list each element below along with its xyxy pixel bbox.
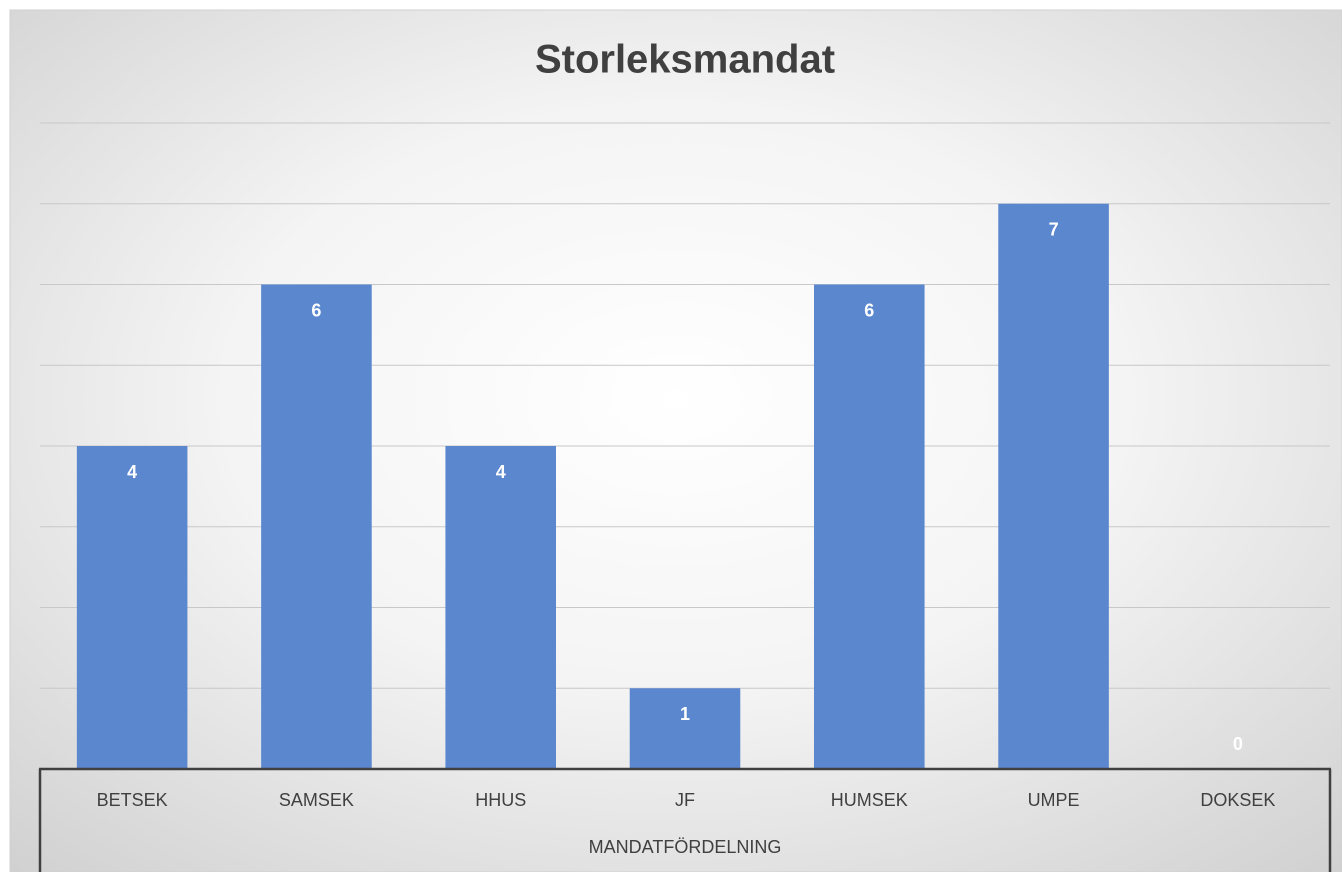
x-tick-label: UMPE: [1028, 790, 1080, 810]
data-label: 0: [1233, 734, 1243, 754]
data-label: 1: [680, 704, 690, 724]
data-label: 4: [496, 462, 506, 482]
x-tick-label: HHUS: [475, 790, 526, 810]
data-label: 6: [311, 300, 321, 320]
x-tick-label: HUMSEK: [831, 790, 908, 810]
data-label: 4: [127, 462, 137, 482]
x-tick-label: BETSEK: [97, 790, 168, 810]
bar: [998, 203, 1109, 769]
data-label: 7: [1049, 220, 1059, 240]
bar: [629, 688, 741, 769]
bars: 4 6 4 1 6 7 0: [76, 203, 1243, 769]
chart-title: Storleksmandat: [535, 38, 835, 82]
x-axis: BETSEK SAMSEK HHUS JF HUMSEK UMPE DOKSEK MANDAT…: [38, 767, 1332, 872]
x-tick-label: SAMSEK: [279, 790, 354, 810]
bar: [76, 446, 188, 769]
x-tick-label: JF: [675, 790, 695, 810]
bar: [814, 284, 925, 769]
data-label: 6: [864, 300, 874, 320]
bar: [261, 284, 372, 769]
x-tick-label: DOKSEK: [1200, 790, 1275, 810]
bar: [445, 446, 556, 769]
x-group-label: MANDATFÖRDELNING: [589, 837, 782, 857]
